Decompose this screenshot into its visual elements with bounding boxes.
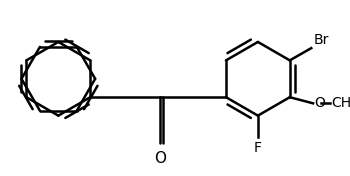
Text: F: F [254,142,262,155]
Text: O: O [154,151,166,166]
Text: Br: Br [313,33,329,47]
Text: CH₃: CH₃ [331,96,350,110]
Text: O: O [314,96,325,110]
